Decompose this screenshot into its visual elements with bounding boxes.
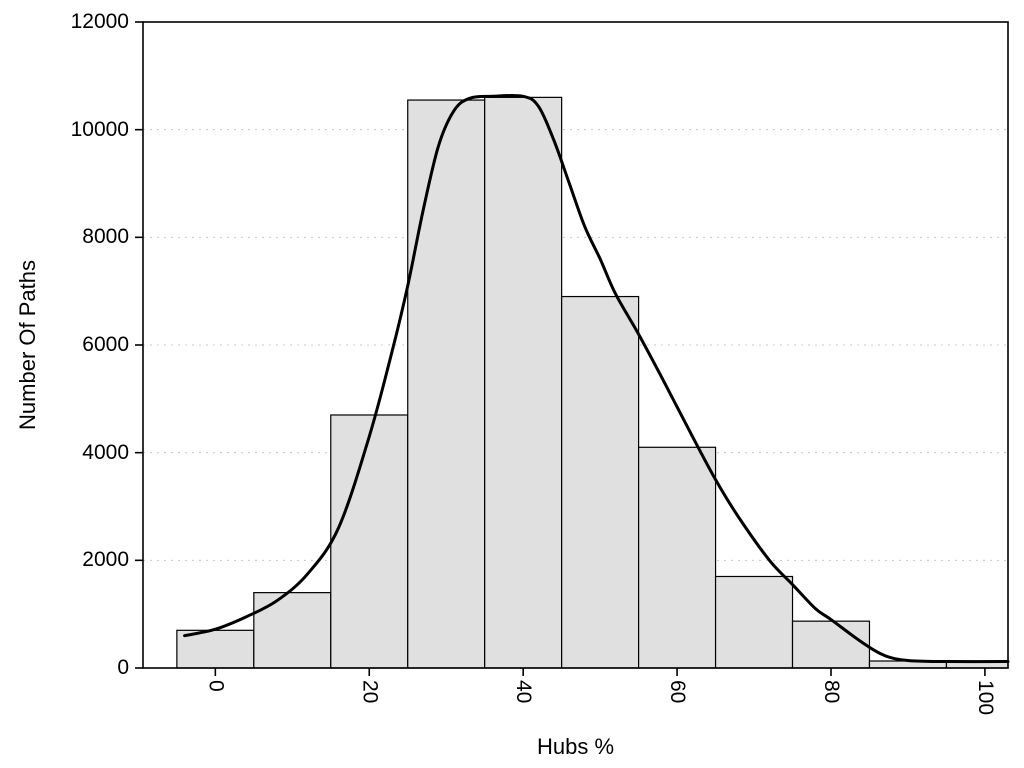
y-tick-label: 4000 [82, 440, 129, 464]
y-tick-label: 8000 [82, 225, 129, 249]
y-tick-label: 10000 [70, 117, 129, 141]
x-axis-title: Hubs % [536, 734, 615, 759]
density-curve [183, 93, 1010, 664]
histogram-bar [253, 592, 332, 669]
histogram-bar [791, 620, 871, 669]
histogram-bar [330, 414, 409, 669]
y-tick-label: 12000 [70, 10, 129, 33]
x-tick-label: 0 [204, 680, 228, 692]
histogram-bar [561, 295, 640, 669]
y-tick-label: 2000 [82, 548, 129, 572]
histogram-bar [714, 575, 794, 669]
x-tick-label: 100 [973, 680, 997, 716]
x-tick-label: 40 [512, 680, 536, 704]
x-tick-label: 60 [666, 680, 690, 704]
x-tick-label: 20 [358, 680, 382, 704]
y-tick-label: 0 [117, 656, 129, 679]
histogram-bar [484, 96, 563, 669]
histogram-bar [638, 446, 717, 669]
y-tick-label: 6000 [82, 333, 129, 356]
x-tick-label: 80 [819, 680, 843, 704]
histogram-bar [176, 629, 255, 669]
histogram-bar [407, 99, 486, 669]
